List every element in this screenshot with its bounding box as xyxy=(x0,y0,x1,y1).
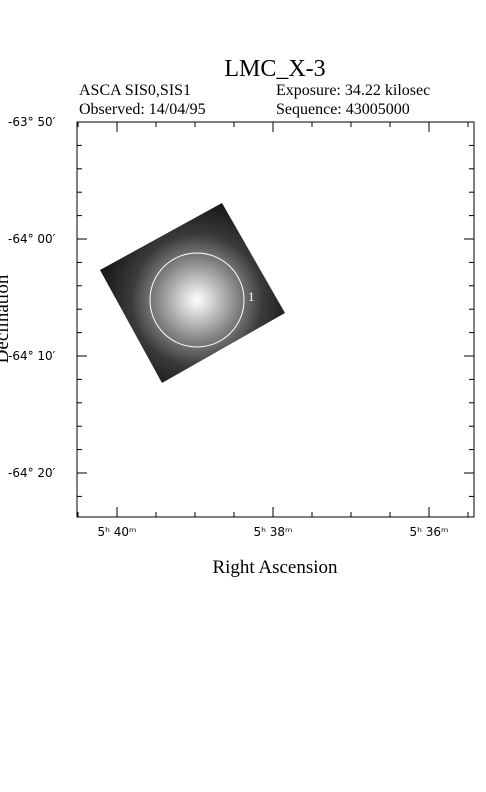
y-tick-label: -63° 50′ xyxy=(8,115,56,129)
plot-frame xyxy=(76,121,475,518)
sequence: Sequence: 43005000 xyxy=(276,101,410,118)
image xyxy=(100,203,285,383)
region-circle xyxy=(149,252,245,348)
x-tick-label: 5ʰ 38ᵐ xyxy=(253,525,292,539)
region-label: 1 xyxy=(248,289,255,304)
y-tick-label: -64° 20′ xyxy=(8,466,56,480)
exposure: Exposure: 34.22 kilosec xyxy=(276,82,430,99)
instrument: ASCA SIS0,SIS1 xyxy=(79,82,191,99)
x-axis-label: Right Ascension xyxy=(212,557,338,578)
x-tick-label: 5ʰ 36ᵐ xyxy=(409,525,448,539)
observed: Observed: 14/04/95 xyxy=(79,101,206,118)
y-tick-label: -64° 10′ xyxy=(8,349,56,363)
ticks xyxy=(77,121,474,517)
y-axis-label: Declination xyxy=(0,274,13,363)
title: LMC_X-3 xyxy=(224,56,325,82)
y-tick-label: -64° 00′ xyxy=(8,232,56,246)
x-tick-label: 5ʰ 40ᵐ xyxy=(97,525,136,539)
